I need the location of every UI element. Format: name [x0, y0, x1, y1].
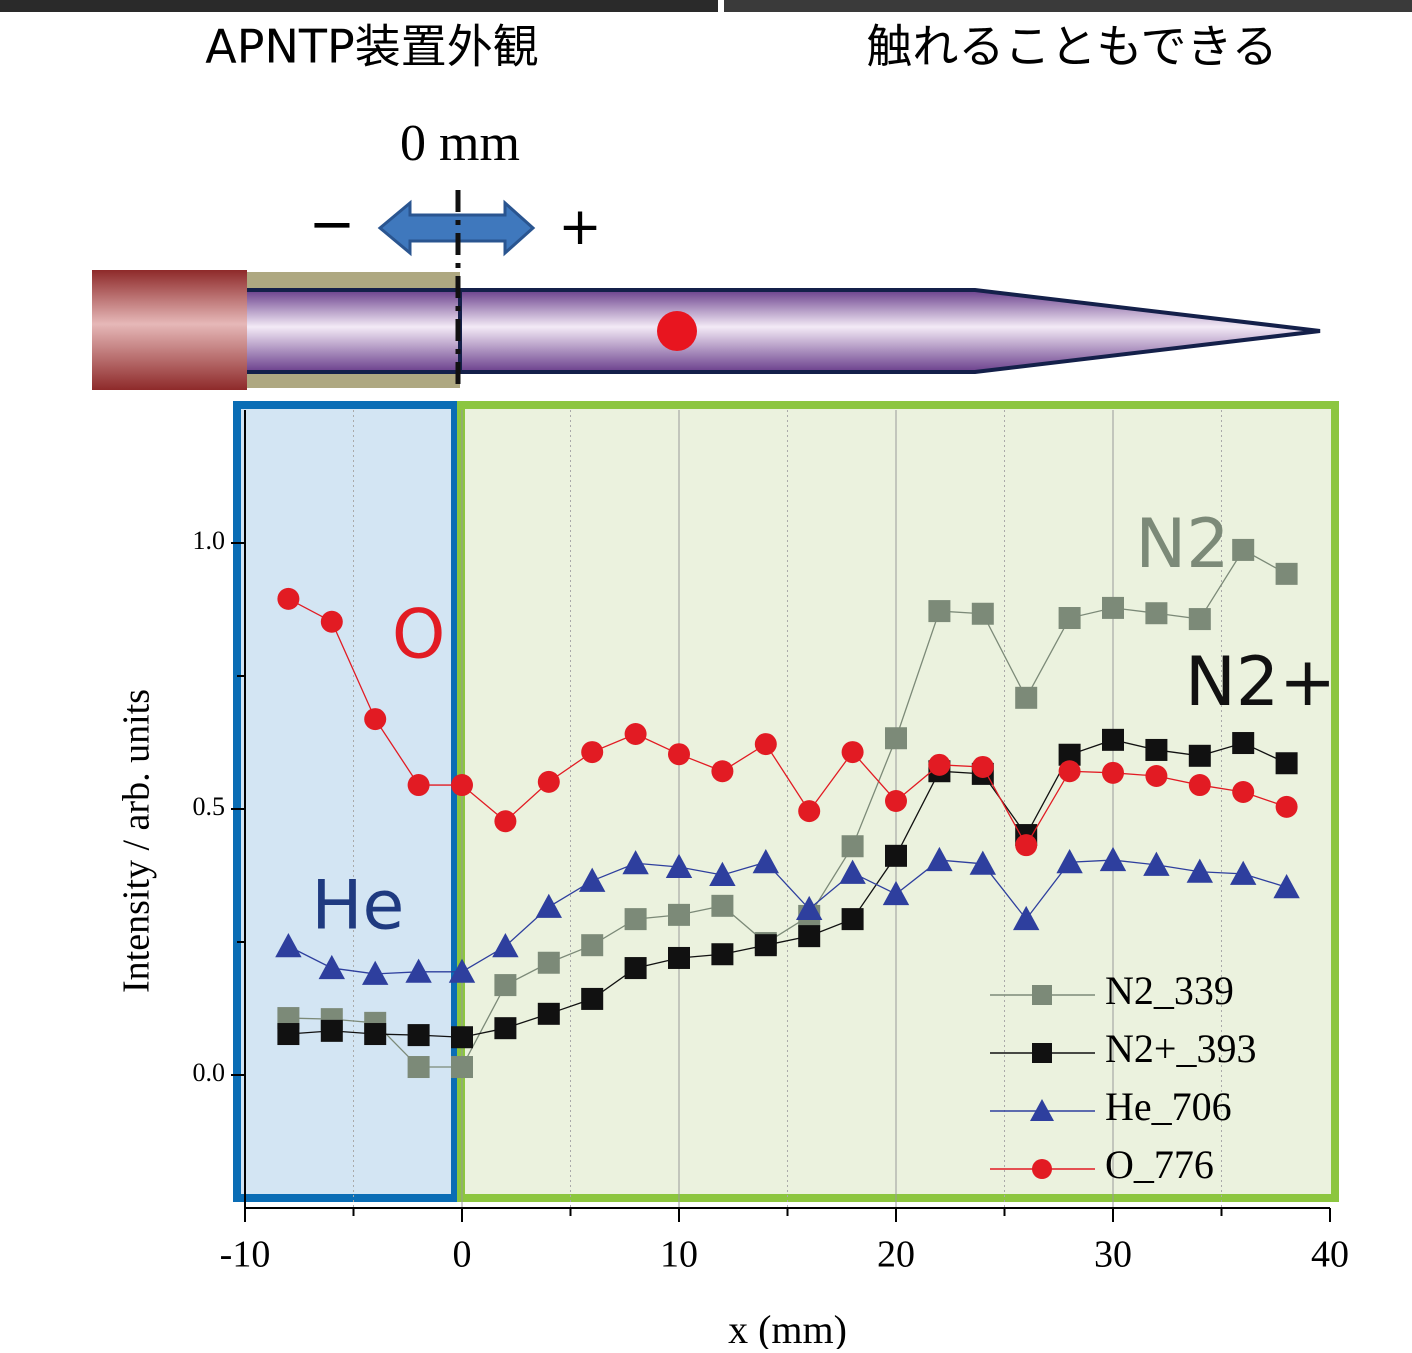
y-tick-label: 1.0 — [193, 526, 226, 555]
marker — [408, 1056, 430, 1078]
page: APNTP装置外観 触れることもできる 0 mm − + -10 0 10 20 30 4… — [0, 0, 1412, 1349]
marker — [928, 600, 950, 622]
annotation: N2 — [1135, 505, 1229, 584]
marker — [1276, 796, 1298, 818]
x-tick-label: -10 — [220, 1234, 271, 1276]
marker — [625, 908, 647, 930]
marker — [1102, 762, 1124, 784]
marker — [277, 588, 299, 610]
caption: APNTP装置外観 — [205, 20, 538, 74]
x-axis-label: x (mm) — [728, 1307, 847, 1349]
legend-label: He_706 — [1105, 1084, 1232, 1129]
x-tick-label: 40 — [1311, 1234, 1349, 1276]
x-tick-label: 30 — [1094, 1234, 1132, 1276]
x-tick-label: 10 — [660, 1234, 698, 1276]
marker — [1276, 752, 1298, 774]
legend-marker — [1032, 1043, 1052, 1063]
marker — [408, 774, 430, 796]
marker — [1232, 732, 1254, 754]
marker — [1015, 834, 1037, 856]
marker — [1059, 607, 1081, 629]
annotation: O — [392, 595, 446, 674]
annotation: He — [311, 867, 404, 946]
marker — [798, 800, 820, 822]
marker — [1145, 739, 1167, 761]
marker — [581, 741, 603, 763]
marker — [451, 1026, 473, 1048]
marker — [494, 810, 516, 832]
marker — [1102, 597, 1124, 619]
marker — [972, 603, 994, 625]
minus-label: − — [309, 192, 356, 257]
marker — [885, 845, 907, 867]
marker — [1232, 781, 1254, 803]
legend-label: O_776 — [1105, 1142, 1214, 1187]
marker — [364, 708, 386, 730]
marker — [1015, 687, 1037, 709]
y-tick-label: 0.0 — [193, 1058, 226, 1087]
marker — [451, 1056, 473, 1078]
marker — [755, 934, 777, 956]
marker — [538, 952, 560, 974]
electrode — [92, 270, 247, 390]
x-tick-label: 0 — [453, 1234, 472, 1276]
marker — [364, 1023, 386, 1045]
marker — [1145, 765, 1167, 787]
marker — [1189, 745, 1211, 767]
marker — [321, 1020, 343, 1042]
marker — [842, 835, 864, 857]
marker — [885, 727, 907, 749]
marker — [1145, 602, 1167, 624]
marker — [668, 947, 690, 969]
marker — [1102, 729, 1124, 751]
marker — [711, 943, 733, 965]
marker — [625, 957, 647, 979]
marker — [538, 1003, 560, 1025]
marker — [494, 1017, 516, 1039]
x-tick-label: 20 — [877, 1234, 915, 1276]
marker — [1059, 760, 1081, 782]
marker — [928, 754, 950, 776]
marker — [538, 771, 560, 793]
legend-marker — [1032, 1159, 1052, 1179]
marker — [1189, 774, 1211, 796]
marker — [842, 908, 864, 930]
marker — [581, 934, 603, 956]
marker — [885, 790, 907, 812]
marker — [842, 741, 864, 763]
y-axis-label: Intensity / arb. units — [116, 689, 158, 993]
marker — [711, 760, 733, 782]
marker — [625, 723, 647, 745]
marker — [1189, 608, 1211, 630]
marker — [494, 974, 516, 996]
origin-label: 0 mm — [400, 115, 520, 172]
region-upstream — [237, 405, 455, 1198]
marker — [321, 611, 343, 633]
legend-label: N2_339 — [1105, 968, 1234, 1013]
marker — [1276, 563, 1298, 585]
marker — [755, 733, 777, 755]
marker — [798, 925, 820, 947]
marker — [408, 1024, 430, 1046]
marker — [668, 743, 690, 765]
measure-point — [657, 311, 697, 351]
y-tick-label: 0.5 — [193, 792, 226, 821]
marker — [277, 1023, 299, 1045]
photo-strip — [724, 0, 1412, 12]
marker — [711, 895, 733, 917]
marker — [1232, 539, 1254, 561]
marker — [451, 774, 473, 796]
marker — [581, 988, 603, 1010]
legend-label: N2+_393 — [1105, 1026, 1256, 1071]
nozzle-inner — [245, 290, 460, 372]
photo-strip — [0, 0, 718, 12]
marker — [668, 904, 690, 926]
marker — [972, 756, 994, 778]
plus-label: + — [558, 197, 602, 257]
annotation: N2+ — [1185, 643, 1336, 722]
caption: 触れることもできる — [866, 20, 1277, 74]
legend-marker — [1032, 985, 1052, 1005]
